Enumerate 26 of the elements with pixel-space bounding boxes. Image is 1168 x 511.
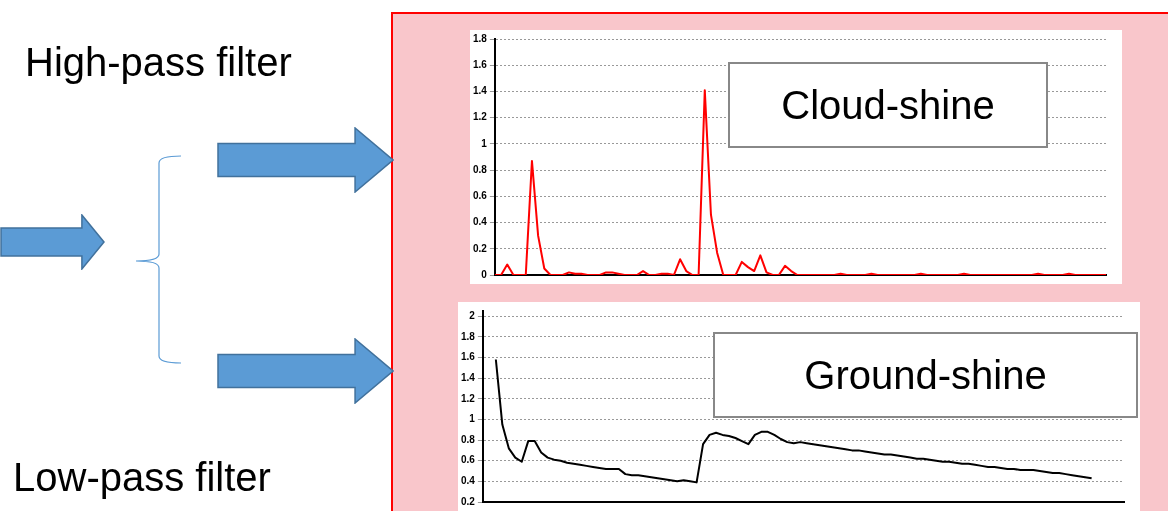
y-tick-label: 0.4	[461, 475, 476, 487]
text: High-pass filter	[25, 40, 292, 85]
annotation: Cloud-shine	[781, 82, 995, 128]
y-tick-label: 0.8	[473, 163, 488, 175]
label-box: Cloud-shine	[728, 62, 1048, 148]
y-tick-label: 1	[469, 413, 476, 425]
y-tick-label: 1.2	[461, 392, 476, 404]
label-box: Ground-shine	[713, 332, 1138, 418]
y-tick-label: 1	[481, 137, 488, 149]
y-tick-label: 2	[469, 309, 476, 321]
y-tick-label: 1.8	[473, 32, 488, 44]
y-tick-label: 1.6	[461, 351, 476, 363]
y-tick-label: 0.8	[461, 433, 476, 445]
y-tick-label: 0.4	[473, 216, 488, 228]
y-tick-label: 0	[481, 268, 488, 280]
annotation: Ground-shine	[804, 352, 1047, 398]
y-tick-label: 0.2	[461, 495, 476, 507]
y-tick-label: 1.2	[473, 111, 488, 123]
y-tick-label: 1.8	[461, 330, 476, 342]
text: Low-pass filter	[13, 455, 271, 500]
y-tick-label: 1.6	[473, 58, 488, 70]
y-tick-label: 0.6	[461, 454, 476, 466]
y-tick-label: 1.4	[473, 85, 488, 97]
y-tick-label: 1.4	[461, 371, 476, 383]
y-tick-label: 0.6	[473, 190, 488, 202]
y-tick-label: 0.2	[473, 242, 488, 254]
